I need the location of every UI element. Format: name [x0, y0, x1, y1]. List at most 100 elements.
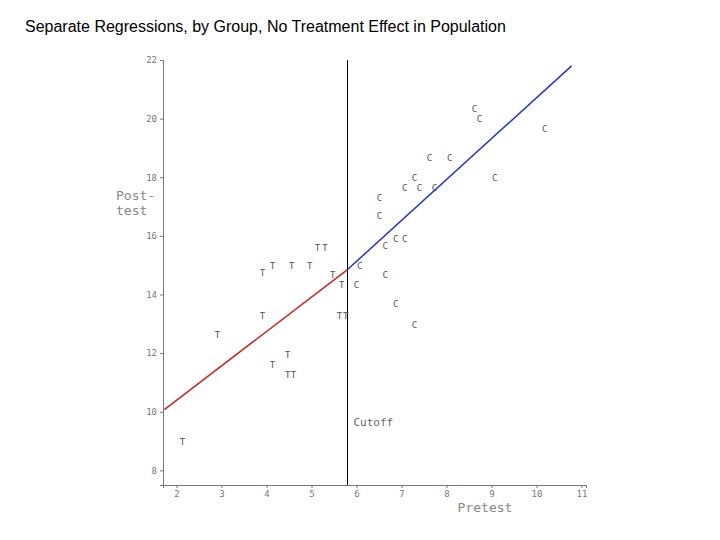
tick-mark [177, 485, 178, 488]
regression-line [164, 270, 347, 410]
plot-area: TTTTTTTTTTTTTTTTTCCCCCCCCCCCCCCCCCCCC [164, 60, 571, 485]
axis-line [164, 486, 587, 489]
point: C [402, 234, 407, 244]
point: C [412, 173, 417, 183]
tick: 14 [146, 290, 163, 300]
x-axis-title: Pretest [458, 500, 513, 515]
tick-label: 2 [174, 489, 179, 499]
annotation: Cutoff [354, 416, 394, 429]
tick-mark [160, 412, 163, 413]
tick-label: 9 [489, 489, 494, 499]
tick-mark [160, 177, 163, 178]
tick-mark [447, 485, 448, 488]
tick-label: 10 [532, 489, 543, 499]
point: C [412, 320, 417, 330]
point: C [383, 270, 388, 280]
point: T [260, 268, 266, 278]
tick-label: 4 [264, 489, 269, 499]
point: T [215, 330, 221, 340]
tick: 7 [399, 485, 404, 499]
tick-mark [312, 485, 313, 488]
tick: 4 [264, 485, 269, 499]
point: C [377, 193, 382, 203]
point: T [291, 370, 297, 380]
tick-label: 22 [146, 55, 157, 65]
tick: 16 [146, 231, 163, 241]
axis-line [160, 61, 164, 486]
tick-mark [160, 294, 163, 295]
point: T [270, 360, 276, 370]
point: C [354, 280, 359, 290]
point: C [472, 104, 477, 114]
point: C [402, 183, 407, 193]
tick-label: 5 [309, 489, 314, 499]
tick-label: 16 [146, 231, 157, 241]
tick-label: 3 [219, 489, 224, 499]
tick: 10 [146, 407, 163, 417]
tick: 3 [219, 485, 224, 499]
tick-label: 14 [146, 290, 157, 300]
point: C [447, 153, 452, 163]
tick-label: 20 [146, 114, 157, 124]
tick-mark [160, 353, 163, 354]
tick-label: 8 [152, 466, 157, 476]
tick-mark [160, 60, 163, 61]
point: T [322, 243, 328, 253]
point: T [339, 280, 345, 290]
tick-mark [160, 236, 163, 237]
point: T [330, 270, 336, 280]
tick-label: 12 [146, 348, 157, 358]
point: T [337, 311, 343, 321]
tick-label: 10 [146, 407, 157, 417]
y-axis-title: Post-test [116, 188, 155, 218]
point: T [270, 261, 276, 271]
tick: 8 [152, 466, 163, 476]
tick-mark [222, 485, 223, 488]
tick: 11 [577, 485, 588, 499]
tick: 2 [174, 485, 179, 499]
tick-mark [160, 119, 163, 120]
x-axis: 2 3 4 5 6 7 8 9 10 11 [164, 485, 588, 499]
tick-mark [267, 485, 268, 488]
tick: 18 [146, 173, 163, 183]
tick-mark [160, 470, 163, 471]
tick-mark [537, 485, 538, 488]
tick-label: 8 [444, 489, 449, 499]
tick-mark [582, 485, 583, 488]
tick-mark [357, 485, 358, 488]
tick: 12 [146, 348, 163, 358]
tick-label: 18 [146, 173, 157, 183]
point: C [492, 173, 497, 183]
point: T [315, 243, 321, 253]
tick: 10 [532, 485, 543, 499]
point: T [343, 311, 349, 321]
tick-label: 7 [399, 489, 404, 499]
tick: 20 [146, 114, 163, 124]
tick: 5 [309, 485, 314, 499]
point: C [427, 153, 432, 163]
title: Separate Regressions, by Group, No Treat… [25, 18, 506, 35]
regression-line [348, 66, 572, 270]
tick: 9 [489, 485, 494, 499]
tick: 8 [444, 485, 449, 499]
point: C [417, 183, 422, 193]
tick: 22 [146, 55, 163, 65]
point: C [383, 241, 388, 251]
point: T [285, 350, 291, 360]
chart: Separate Regressions, by Group, No Treat… [0, 0, 720, 540]
point: C [377, 211, 382, 221]
point: T [307, 261, 313, 271]
point: T [289, 261, 295, 271]
point: T [180, 437, 186, 447]
y-axis: 8 10 12 14 16 18 20 22 [146, 55, 163, 485]
tick-label: 6 [354, 489, 359, 499]
tick: 6 [354, 485, 359, 499]
tick-label: 11 [577, 489, 588, 499]
point: T [260, 311, 266, 321]
point: C [542, 124, 547, 134]
point: C [477, 114, 482, 124]
tick-mark [402, 485, 403, 488]
point: C [393, 299, 398, 309]
point: C [393, 234, 398, 244]
cutoff-line [347, 60, 348, 485]
